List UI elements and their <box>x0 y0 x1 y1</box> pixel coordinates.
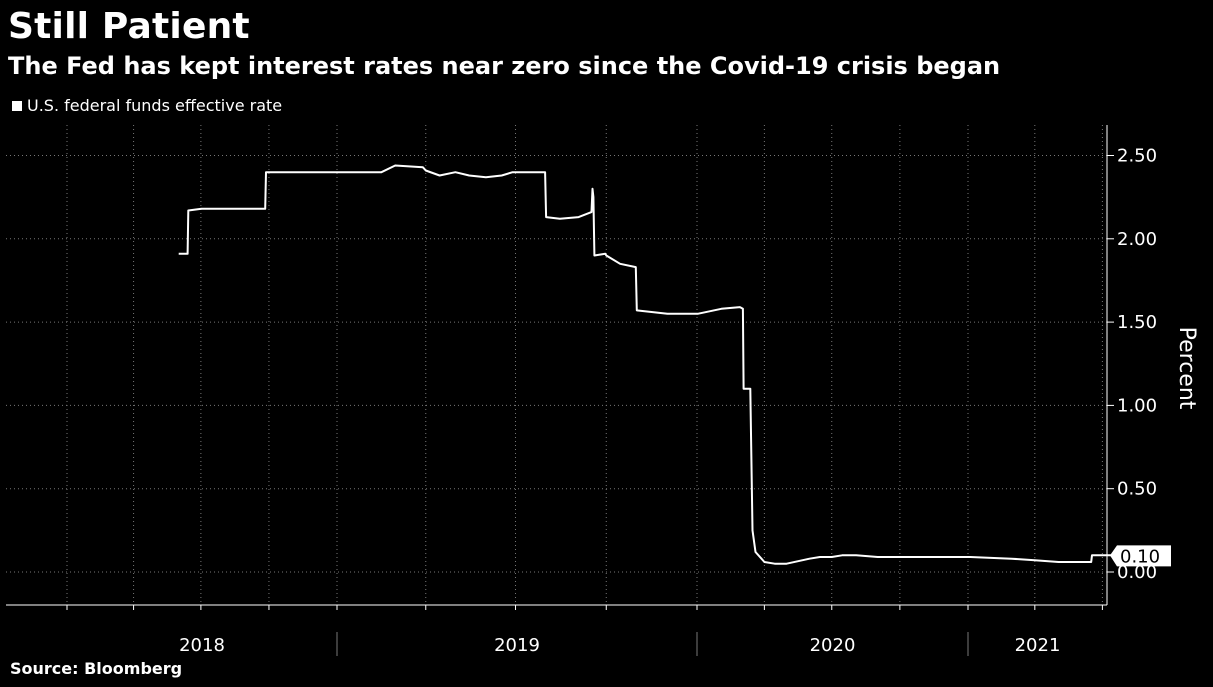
chart-title: Still Patient <box>8 6 250 47</box>
y-tick-label: 1.50 <box>1117 312 1157 333</box>
x-year-label: 2018 <box>179 635 225 656</box>
last-value-callout <box>1110 545 1171 567</box>
legend-swatch <box>12 100 22 111</box>
legend-label: U.S. federal funds effective rate <box>27 96 283 115</box>
y-tick-label: 0.00 <box>1117 562 1157 583</box>
y-axis-title: Percent <box>1174 327 1199 410</box>
legend: U.S. federal funds effective rate <box>12 96 282 115</box>
source-note: Source: Bloomberg <box>10 659 183 678</box>
chart-subtitle: The Fed has kept interest rates near zer… <box>8 52 1001 80</box>
x-year-label: 2019 <box>494 635 540 656</box>
y-tick-label: 1.00 <box>1117 395 1157 416</box>
x-year-label: 2020 <box>810 635 856 656</box>
y-tick-label: 0.50 <box>1117 479 1157 500</box>
y-tick-label: 2.50 <box>1117 146 1157 167</box>
series-line <box>178 164 1113 565</box>
x-year-label: 2021 <box>1015 635 1061 656</box>
last-value-label: 0.10 <box>1120 546 1160 567</box>
y-tick-label: 2.00 <box>1117 229 1157 250</box>
